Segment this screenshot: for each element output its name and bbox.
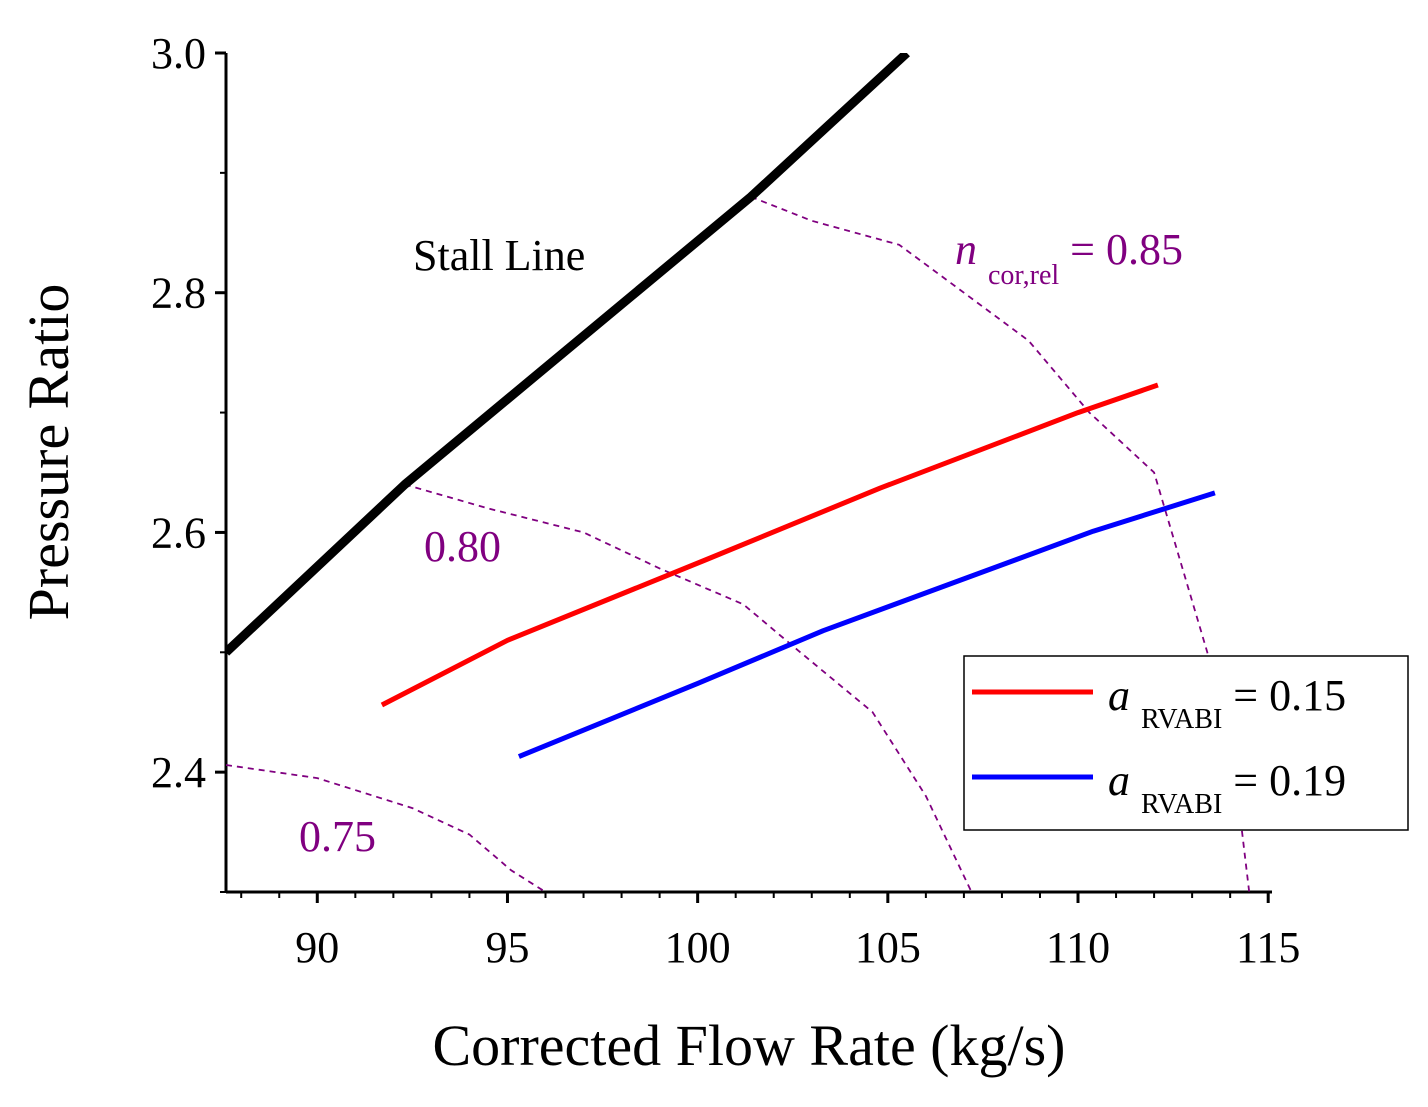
- axis-ticks: [215, 51, 1270, 903]
- speed-line-1: [404, 483, 973, 892]
- x-tick-label-115: 115: [1236, 923, 1300, 972]
- y-tick-label-2.6: 2.6: [151, 508, 206, 557]
- speed-label-085-n: n: [955, 225, 977, 274]
- x-tick-label-105: 105: [855, 923, 921, 972]
- speed-label-080: 0.80: [424, 522, 501, 571]
- speed-label-085-sub: cor,rel: [988, 260, 1059, 291]
- legend-box: [963, 655, 1409, 831]
- series-line-0: [380, 382, 1159, 708]
- x-tick-label-100: 100: [665, 923, 731, 972]
- series-line-1: [517, 490, 1216, 759]
- tick-labels: 90 95 100 105 110 115 2.4 2.6 2.8 3.0: [151, 29, 1300, 972]
- legend: a RVABI = 0.15 a RVABI = 0.19: [963, 655, 1409, 831]
- y-axis-title: Pressure Ratio: [16, 284, 81, 621]
- stall-line-group: [226, 53, 910, 656]
- legend-label-015-sub: RVABI: [1141, 704, 1222, 735]
- y-tick-label-2.8: 2.8: [151, 269, 206, 318]
- y-tick-label-3: 3.0: [151, 29, 206, 78]
- stall-line-label: Stall Line: [413, 231, 585, 280]
- y-tick-label-2.4: 2.4: [151, 748, 206, 797]
- legend-label-019-sub: RVABI: [1141, 789, 1222, 820]
- stall-line: [226, 53, 910, 656]
- x-tick-label-90: 90: [295, 923, 339, 972]
- legend-label-015: a RVABI = 0.15: [1108, 671, 1346, 738]
- legend-label-019: a RVABI = 0.19: [1108, 756, 1346, 823]
- x-tick-label-110: 110: [1046, 923, 1110, 972]
- x-tick-label-95: 95: [485, 923, 529, 972]
- legend-label-015-a: a: [1108, 671, 1130, 720]
- legend-label-019-value: = 0.19: [1233, 756, 1346, 805]
- speed-label-075: 0.75: [299, 812, 376, 861]
- legend-label-019-a: a: [1108, 756, 1130, 805]
- x-axis-title: Corrected Flow Rate (kg/s): [432, 1013, 1065, 1078]
- speed-label-085-value: = 0.85: [1070, 225, 1183, 274]
- speed-label-085: n cor,rel = 0.85: [955, 225, 1183, 294]
- series-group: [380, 382, 1216, 759]
- speed-line-0: [226, 764, 546, 892]
- legend-label-015-value: = 0.15: [1233, 671, 1346, 720]
